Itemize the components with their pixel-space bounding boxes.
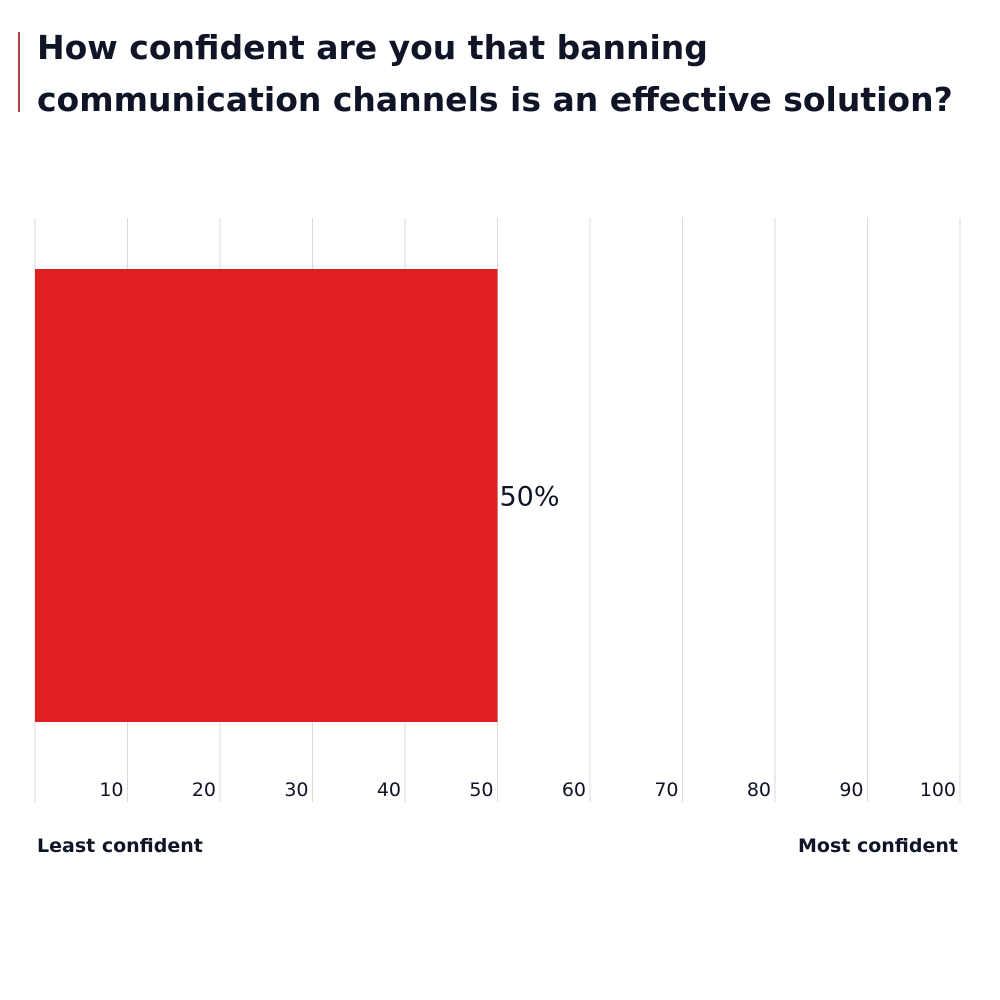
tick-label: 90 (839, 779, 863, 801)
bar-value-label: 50% (500, 482, 560, 513)
tick-label: 80 (747, 779, 771, 801)
chart-title: How confident are you that banning commu… (37, 28, 953, 119)
title-accent-rule (18, 32, 20, 112)
tick-label: 40 (377, 779, 401, 801)
tick-label: 50 (469, 779, 493, 801)
tick-label: 70 (654, 779, 678, 801)
bar (35, 269, 498, 722)
scale-min-label: Least confident (37, 835, 203, 857)
tick-label: 30 (284, 779, 308, 801)
tick-label: 10 (99, 779, 123, 801)
tick-label: 100 (920, 779, 956, 801)
scale-max-label: Most confident (798, 835, 958, 857)
tick-label: 60 (562, 779, 586, 801)
tick-label: 20 (192, 779, 216, 801)
